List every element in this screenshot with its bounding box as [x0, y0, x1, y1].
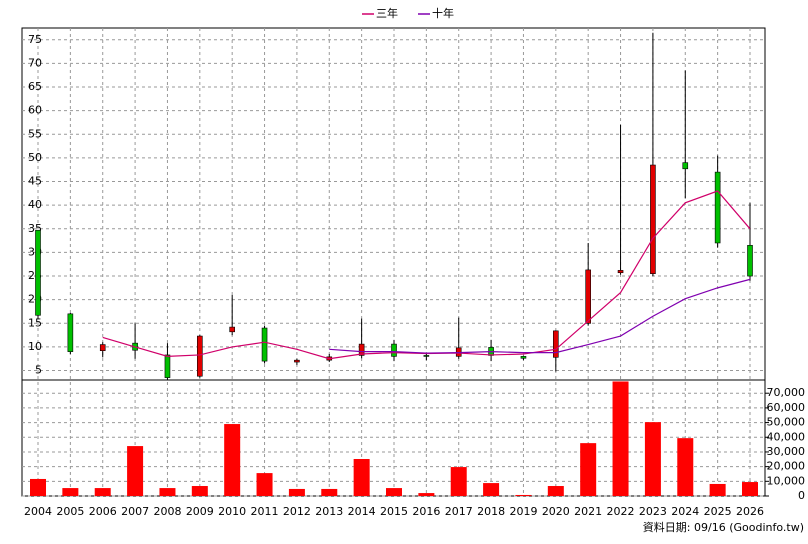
x-tick-label: 2011	[251, 505, 279, 518]
y2-tick-label: 50,000	[767, 416, 806, 429]
y2-tick-label: 70,000	[767, 386, 806, 399]
y-tick-label: 75	[28, 33, 42, 46]
x-tick-label: 2021	[574, 505, 602, 518]
legend-label: 十年	[432, 6, 454, 20]
candle-body	[747, 245, 753, 277]
candle-body	[423, 355, 430, 357]
candle-body	[585, 269, 591, 324]
candle-body	[553, 330, 559, 358]
volume-bar	[580, 443, 597, 496]
y-tick-label: 45	[28, 175, 42, 188]
x-tick-label: 2025	[704, 505, 732, 518]
volume-bar	[709, 483, 726, 496]
volume-bar	[677, 438, 694, 496]
legend-label: 三年	[376, 6, 398, 20]
volume-bar	[644, 422, 661, 496]
candle-body	[67, 313, 74, 352]
x-tick-label: 2005	[56, 505, 84, 518]
x-tick-label: 2023	[639, 505, 667, 518]
x-tick-label: 2014	[348, 505, 376, 518]
y-tick-label: 50	[28, 151, 42, 164]
volume-bar	[191, 486, 208, 496]
y-tick-label: 60	[28, 104, 42, 117]
candle-body	[520, 356, 527, 359]
candle-body	[164, 354, 171, 378]
volume-bar	[30, 478, 46, 496]
volume-bar	[386, 488, 402, 496]
candle-body	[617, 270, 624, 274]
y-tick-label: 15	[28, 316, 42, 329]
y2-tick-label: 20,000	[767, 460, 806, 473]
volume-bar	[418, 493, 435, 496]
x-tick-label: 2010	[218, 505, 246, 518]
candle-body	[650, 164, 656, 274]
y2-tick-label: 30,000	[767, 445, 806, 458]
y2-tick-label: 0	[798, 489, 805, 502]
x-tick-label: 2007	[121, 505, 149, 518]
volume-bar	[224, 424, 241, 496]
x-tick-label: 2008	[153, 505, 181, 518]
x-tick-label: 2016	[412, 505, 440, 518]
x-tick-label: 2012	[283, 505, 311, 518]
ma-line	[329, 278, 751, 354]
volume-bar	[483, 483, 500, 496]
y2-tick-label: 10,000	[767, 474, 806, 487]
x-tick-label: 2004	[24, 505, 52, 518]
x-tick-label: 2009	[186, 505, 214, 518]
x-tick-label: 2019	[509, 505, 537, 518]
x-tick-label: 2018	[477, 505, 505, 518]
candle-body	[99, 344, 106, 352]
volume-bar	[353, 458, 370, 496]
x-tick-label: 2022	[607, 505, 635, 518]
candle-body	[35, 229, 41, 316]
x-tick-label: 2024	[671, 505, 699, 518]
y-tick-label: 10	[28, 340, 42, 353]
x-tick-label: 2013	[315, 505, 343, 518]
candle-body	[197, 335, 203, 377]
volume-bar	[256, 473, 273, 496]
volume-bar	[450, 467, 467, 496]
candle-body	[229, 326, 235, 333]
y-tick-label: 40	[28, 198, 42, 211]
candle-body	[294, 359, 300, 363]
y2-tick-label: 60,000	[767, 401, 806, 414]
volume-bar	[62, 488, 79, 496]
volume-bar	[515, 494, 532, 496]
volume-bar	[612, 381, 629, 496]
x-tick-label: 2006	[89, 505, 117, 518]
volume-bar	[742, 482, 758, 496]
y2-tick-label: 40,000	[767, 430, 806, 443]
volume-bar	[288, 488, 305, 496]
volume-bar	[127, 446, 144, 496]
source-note: 資料日期: 09/16 (Goodinfo.tw)	[643, 520, 804, 534]
candle-body	[391, 343, 397, 357]
y-tick-label: 70	[28, 56, 42, 69]
y-tick-label: 55	[28, 127, 42, 140]
x-tick-label: 2026	[736, 505, 764, 518]
x-tick-label: 2017	[445, 505, 473, 518]
candle-body	[682, 162, 689, 170]
candle-body	[714, 171, 721, 244]
candle-body	[261, 327, 268, 362]
y-tick-label: 5	[35, 364, 42, 377]
volume-bar	[321, 488, 338, 496]
volume-bar	[94, 488, 111, 496]
candle-body	[358, 343, 365, 356]
volume-bar	[159, 488, 176, 496]
volume-bar	[547, 486, 564, 496]
x-tick-label: 2020	[542, 505, 570, 518]
x-tick-label: 2015	[380, 505, 408, 518]
y-tick-label: 65	[28, 80, 42, 93]
